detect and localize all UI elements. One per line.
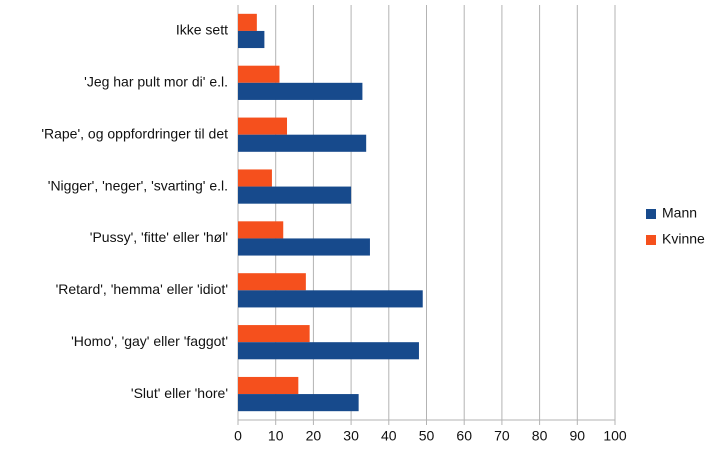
x-tick-label: 10 (268, 428, 284, 444)
bar (238, 117, 288, 135)
legend-label: Kvinne (662, 231, 705, 247)
x-tick-label: 20 (306, 428, 322, 444)
bar (238, 169, 272, 187)
legend-label: Mann (662, 205, 697, 221)
x-tick-label: 60 (456, 428, 472, 444)
bar (238, 238, 370, 256)
legend-swatch (646, 209, 656, 219)
bar (238, 290, 423, 308)
bar (238, 30, 265, 49)
x-tick-label: 90 (570, 428, 586, 444)
bar (238, 13, 257, 31)
y-tick-label: 'Nigger', 'neger', 'svarting' e.l. (48, 177, 228, 193)
bar (238, 342, 419, 360)
y-tick-label: 'Retard', 'hemma' eller 'idiot' (56, 281, 228, 297)
bar (238, 221, 284, 239)
bar (238, 376, 299, 395)
x-tick-label: 50 (419, 428, 435, 444)
y-tick-label: 'Homo', 'gay' eller 'faggot' (71, 333, 228, 349)
x-tick-label: 30 (343, 428, 359, 444)
x-tick-label: 100 (603, 428, 627, 444)
bar (238, 186, 352, 204)
y-tick-label: 'Jeg har pult mor di' e.l. (84, 74, 228, 90)
x-tick-label: 0 (234, 428, 242, 444)
y-tick-label: Ikke sett (176, 22, 228, 38)
bar (238, 394, 359, 412)
y-tick-label: 'Rape', og oppfordringer til det (41, 125, 228, 141)
bar (238, 325, 310, 343)
x-tick-label: 80 (532, 428, 548, 444)
y-tick-label: 'Slut' eller 'hore' (131, 385, 228, 401)
bar (238, 273, 306, 291)
bar (238, 82, 363, 100)
x-tick-label: 70 (494, 428, 510, 444)
y-tick-label: 'Pussy', 'fitte' eller 'høl' (90, 229, 228, 245)
bar (238, 65, 280, 83)
bar (238, 134, 367, 152)
legend-swatch (646, 235, 656, 245)
x-tick-label: 40 (381, 428, 397, 444)
